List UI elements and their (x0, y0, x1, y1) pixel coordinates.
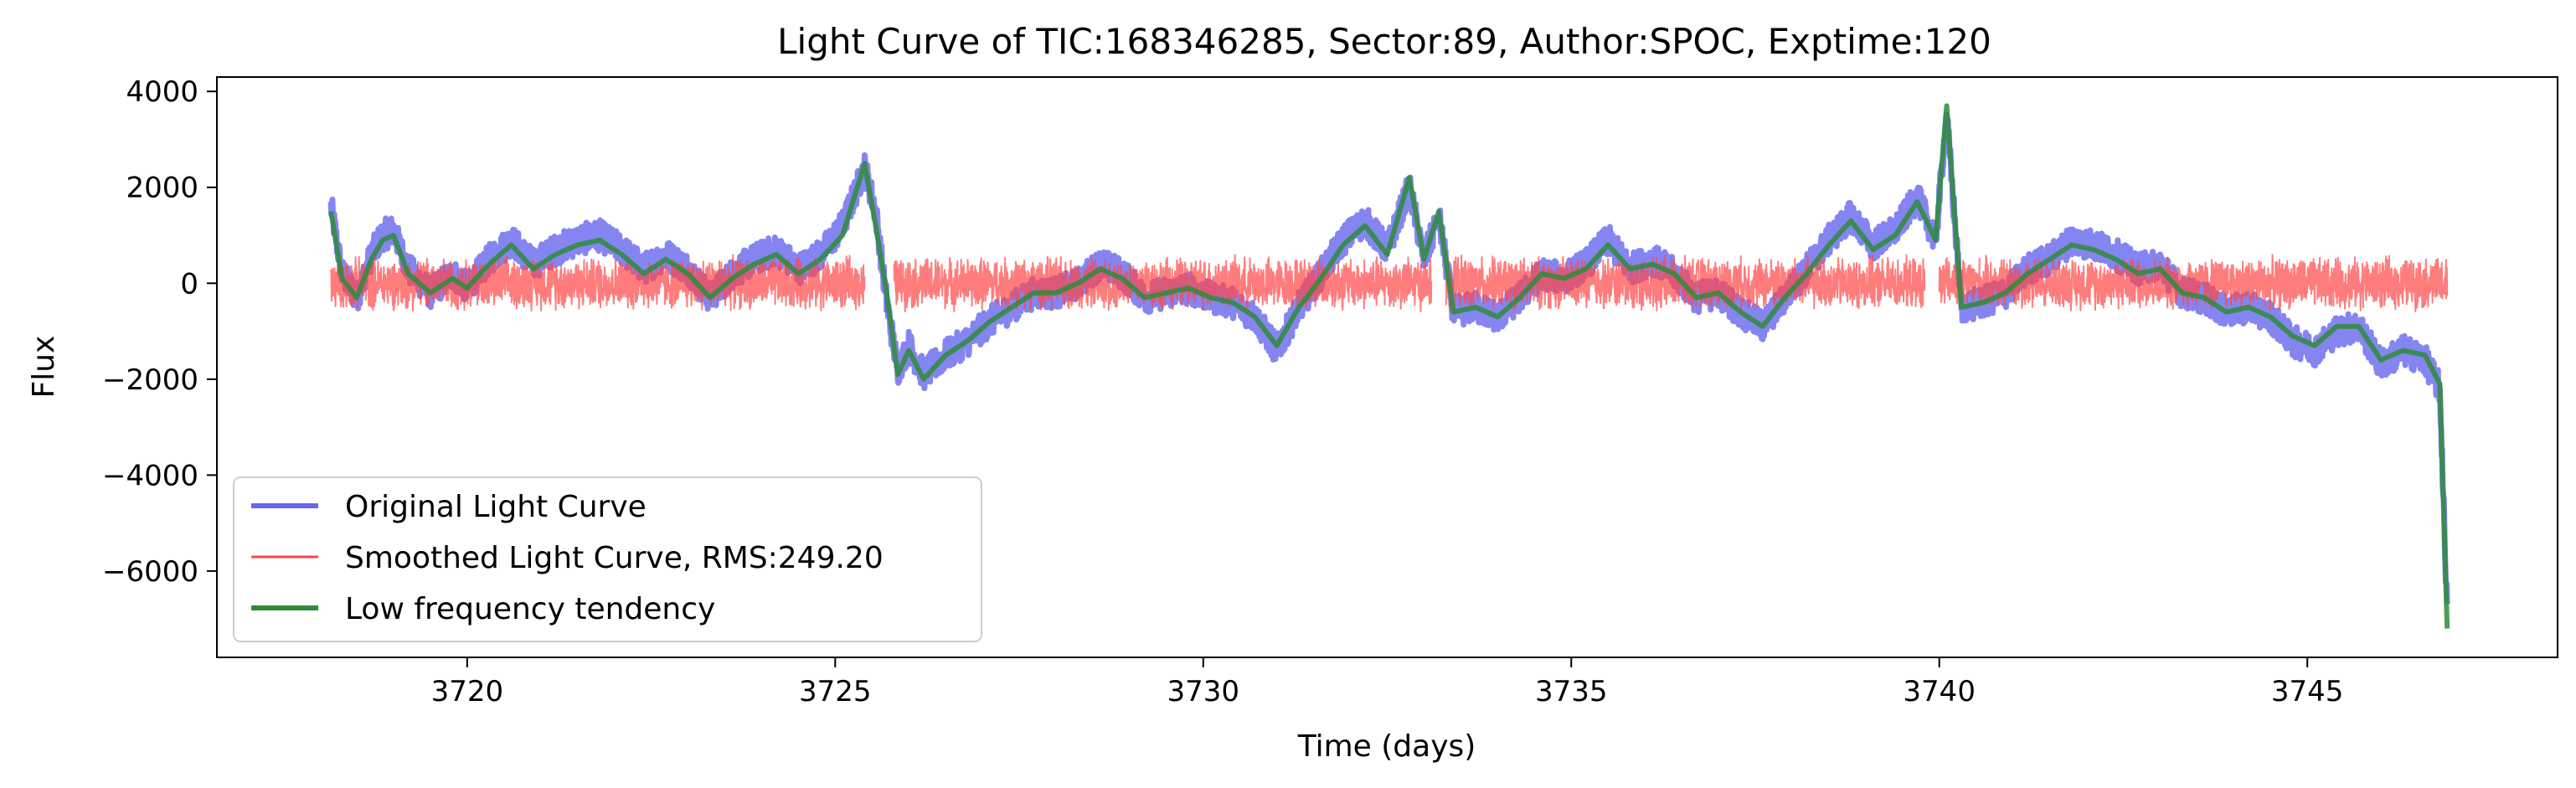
y-axis-label: Flux (27, 336, 61, 399)
x-tick-label: 3730 (1167, 675, 1240, 708)
low-frequency-tendency-line (328, 103, 2450, 629)
x-tick-label: 3745 (2271, 675, 2344, 708)
y-tick-label: 4000 (126, 75, 198, 109)
y-tick-label: −6000 (102, 555, 198, 589)
legend-label-original: Original Light Curve (345, 490, 647, 524)
x-tick-label: 3740 (1903, 675, 1976, 708)
y-tick-label: 2000 (126, 172, 198, 205)
legend-box (233, 476, 982, 642)
y-tick-label: 0 (180, 267, 198, 301)
x-axis-label: Time (days) (1297, 729, 1476, 764)
legend: Original Light Curve Smoothed Light Curv… (233, 476, 982, 642)
x-tick-label: 3735 (1535, 675, 1608, 708)
y-tick-label: −4000 (102, 459, 198, 492)
x-tick-label: 3725 (799, 675, 872, 708)
y-tick-label: −2000 (102, 363, 198, 397)
legend-label-lowfreq: Low frequency tendency (345, 592, 715, 626)
plot-frame (216, 76, 2558, 658)
legend-label-smoothed: Smoothed Light Curve, RMS:249.20 (345, 541, 884, 575)
chart-title: Light Curve of TIC:168346285, Sector:89,… (777, 21, 1991, 62)
x-tick-label: 3720 (431, 675, 504, 708)
smoothed-light-curve-line (330, 254, 866, 312)
smoothed-light-curve-line (893, 254, 1433, 312)
